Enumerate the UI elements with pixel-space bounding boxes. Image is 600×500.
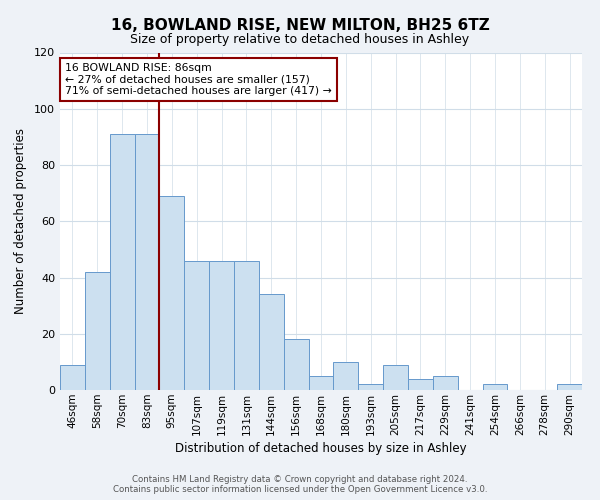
Bar [209,260,234,390]
Bar [482,384,508,390]
Text: Size of property relative to detached houses in Ashley: Size of property relative to detached ho… [130,32,470,46]
Bar [160,196,184,390]
Bar [85,272,110,390]
Bar [134,134,160,390]
Bar [184,260,209,390]
Bar [557,384,582,390]
Bar [60,364,85,390]
Bar [358,384,383,390]
Text: 16 BOWLAND RISE: 86sqm
← 27% of detached houses are smaller (157)
71% of semi-de: 16 BOWLAND RISE: 86sqm ← 27% of detached… [65,62,332,96]
Text: 16, BOWLAND RISE, NEW MILTON, BH25 6TZ: 16, BOWLAND RISE, NEW MILTON, BH25 6TZ [110,18,490,32]
Bar [284,340,308,390]
X-axis label: Distribution of detached houses by size in Ashley: Distribution of detached houses by size … [175,442,467,455]
Bar [234,260,259,390]
Bar [259,294,284,390]
Bar [433,376,458,390]
Bar [334,362,358,390]
Text: Contains HM Land Registry data © Crown copyright and database right 2024.
Contai: Contains HM Land Registry data © Crown c… [113,474,487,494]
Y-axis label: Number of detached properties: Number of detached properties [14,128,27,314]
Bar [110,134,134,390]
Bar [308,376,334,390]
Bar [408,379,433,390]
Bar [383,364,408,390]
